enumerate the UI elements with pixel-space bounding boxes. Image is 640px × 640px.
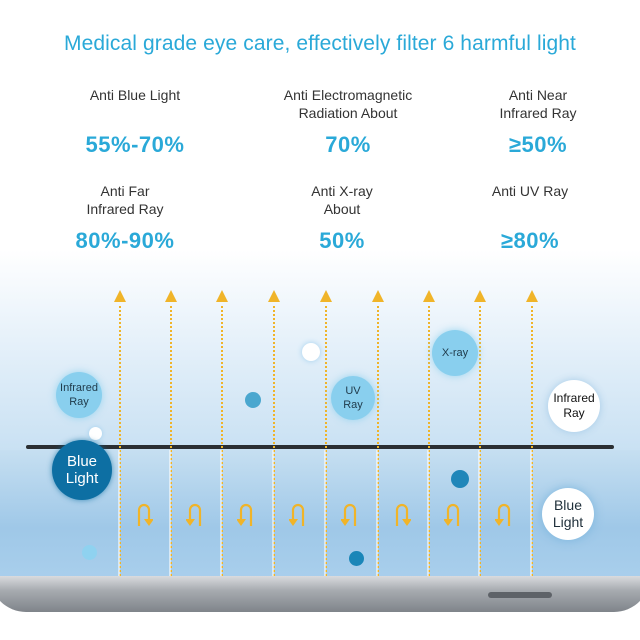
u-turn-arrow-icon [289,503,305,526]
glass-divider [427,450,429,578]
u-turn-arrow-icon [137,503,153,526]
stat-value-far-infrared: 80%-90% [75,228,175,253]
up-arrow-icon [474,290,486,302]
up-arrow-icon [165,290,177,302]
glass-edge [26,445,614,449]
glass-divider [324,450,326,578]
u-turn-arrow-icon [444,503,460,526]
stat-label-xray: Anti X-ray About [311,183,373,217]
ray-line [273,306,275,576]
ray-line [531,306,533,576]
stat-value-electromagnetic: 70% [325,132,371,157]
glass-divider [376,450,378,578]
glass-divider [478,450,480,578]
device-button [488,592,552,598]
light-particle [89,427,102,440]
ray-line [377,306,379,576]
stat-label-near-infrared: Anti Near Infrared Ray [499,87,577,121]
u-turn-arrow-icon [186,503,202,526]
light-particle [349,551,364,566]
stat-label-blue-light: Anti Blue Light [89,87,181,103]
bubble-infrared-right: Infrared Ray [548,380,600,432]
glass-divider [272,450,274,578]
stat-label-far-infrared: Anti Far Infrared Ray [86,183,164,217]
u-turn-arrow-icon [395,503,411,526]
u-turn-arrow-icon [341,503,357,526]
light-background [0,250,640,450]
glass-divider [530,450,532,578]
up-arrow-icon [268,290,280,302]
up-arrow-icon [423,290,435,302]
stat-label-uv: Anti UV Ray [491,183,569,199]
stat-value-near-infrared: ≥50% [508,132,568,157]
light-particle [245,392,261,408]
up-arrow-icon [216,290,228,302]
bubble-xray: X-ray [432,330,478,376]
ray-line [221,306,223,576]
up-arrow-icon [526,290,538,302]
up-arrow-icon [320,290,332,302]
light-particle [302,343,320,361]
bubble-uv: UV Ray [331,376,375,420]
up-arrow-icon [114,290,126,302]
bubble-blue-light-right: Blue Light [542,488,594,540]
glass-divider [118,450,120,578]
ray-line [479,306,481,576]
stat-value-blue-light: 55%-70% [85,132,185,157]
stat-value-uv: ≥80% [500,228,560,253]
ray-line [119,306,121,576]
ray-line [428,306,430,576]
glass-divider [220,450,222,578]
ray-line [325,306,327,576]
light-particle [82,545,97,560]
glass-divider [169,450,171,578]
u-turn-arrow-icon [495,503,511,526]
headline: Medical grade eye care, effectively filt… [64,32,576,55]
stat-label-electromagnetic: Anti Electromagnetic Radiation About [283,87,413,121]
u-turn-arrow-icon [237,503,253,526]
bubble-infrared-left: Infrared Ray [56,372,102,418]
stat-value-xray: 50% [319,228,365,253]
light-particle [451,470,469,488]
bubble-blue-light-left: Blue Light [52,440,112,500]
ray-line [170,306,172,576]
up-arrow-icon [372,290,384,302]
